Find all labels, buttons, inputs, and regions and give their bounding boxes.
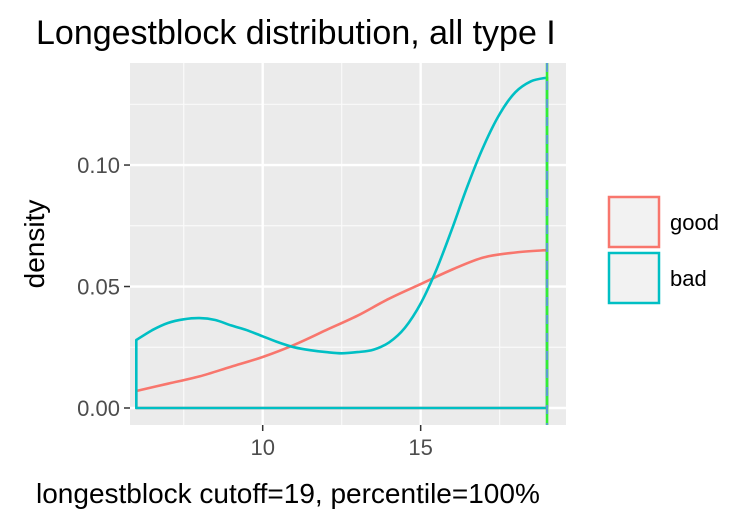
series-good-density	[135, 248, 549, 410]
legend-label-good: good	[670, 210, 719, 235]
plot-panel	[130, 63, 566, 425]
legend-label-bad: bad	[670, 266, 707, 291]
legend: good bad	[607, 195, 719, 305]
y-tick-label: 0.00	[77, 396, 120, 421]
y-tick-label: 0.10	[77, 153, 120, 178]
legend-key-good	[607, 195, 661, 249]
axes: 0.00 0.05 0.10 10 15	[77, 153, 433, 460]
series-bad-density	[135, 76, 549, 410]
y-tick-label: 0.05	[77, 275, 120, 300]
chart-title: Longestblock distribution, all type I	[36, 14, 556, 52]
series-layer	[135, 76, 549, 410]
legend-key-bad	[607, 251, 661, 305]
x-axis-title: longestblock cutoff=19, percentile=100%	[36, 478, 540, 509]
x-tick-label: 10	[250, 435, 274, 460]
y-axis-title: density	[19, 200, 50, 289]
x-tick-label: 15	[408, 435, 432, 460]
